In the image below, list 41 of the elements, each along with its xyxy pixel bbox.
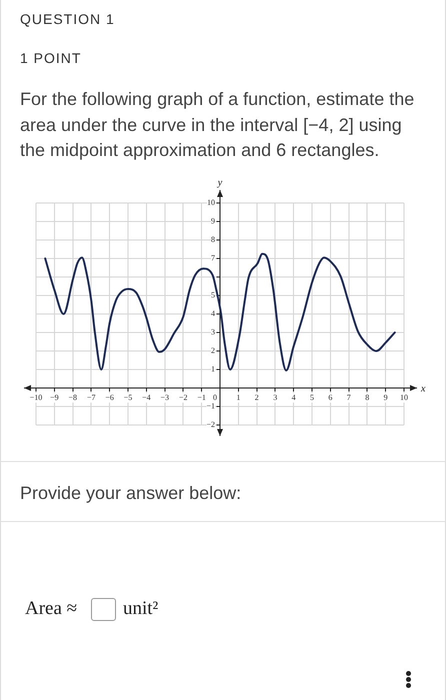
text: QUESTION 1 — [20, 11, 115, 27]
y-tick-label: 9 — [211, 216, 215, 226]
x-tick-label: −2 — [178, 392, 188, 402]
y-tick-label: 10 — [207, 198, 215, 208]
y-tick-label: 5 — [211, 290, 215, 300]
y-tick-label: −1 — [206, 402, 215, 411]
text: 1 POINT — [20, 50, 82, 66]
x-tick-label: −7 — [86, 392, 96, 402]
x-axis-title: x — [420, 384, 426, 395]
x-tick-label: −4 — [142, 392, 151, 402]
x-tick-label: −8 — [68, 392, 78, 402]
x-tick-label: −9 — [50, 392, 59, 402]
x-tick-label: 9 — [384, 392, 388, 402]
text: unit² — [123, 598, 158, 620]
x-tick-label: −6 — [105, 392, 114, 402]
chart-title: For the following graph of a function, estimate the area under the curve in the interval [−4, 2] using the midpoint approximation and 6 rectangles. — [20, 88, 416, 162]
text: Area ≈ — [25, 598, 78, 620]
y-tick-label: 2 — [211, 346, 215, 356]
x-tick-label: 2 — [254, 392, 259, 402]
text: Provide your answer below: — [20, 482, 242, 504]
x-tick-label: 10 — [400, 392, 408, 402]
y-tick-label: 7 — [211, 254, 215, 263]
x-tick-label: 0 — [213, 392, 217, 402]
y-tick-label: 4 — [211, 309, 215, 318]
x-tick-label: −3 — [160, 392, 170, 402]
x-tick-label: 8 — [365, 392, 370, 402]
line-series — [44, 252, 396, 372]
x-tick-label: −10 — [30, 392, 42, 402]
x-tick-label: 3 — [273, 392, 278, 402]
y-tick-label: 1 — [211, 364, 215, 374]
x-tick-label: −1 — [197, 392, 206, 402]
x-tick-label: 4 — [292, 392, 296, 402]
x-tick-label: 1 — [236, 392, 240, 402]
y-tick-label: −2 — [206, 420, 215, 430]
y-axis-title: y — [216, 178, 223, 189]
x-tick-label: 5 — [310, 392, 314, 402]
x-tick-label: 7 — [346, 392, 351, 402]
x-tick-label: 6 — [328, 392, 332, 402]
x-tick-label: −5 — [124, 392, 132, 402]
y-tick-label: 8 — [211, 235, 215, 244]
y-tick-label: 3 — [211, 328, 215, 337]
